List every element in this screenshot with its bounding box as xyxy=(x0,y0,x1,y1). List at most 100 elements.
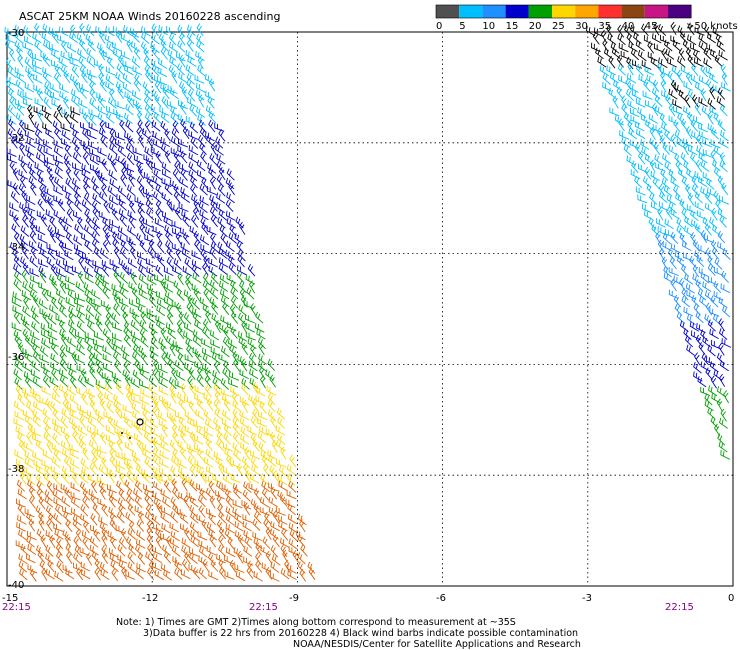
wind-barb xyxy=(234,563,245,573)
wind-barb xyxy=(257,418,268,428)
wind-barb xyxy=(168,376,177,390)
wind-barb xyxy=(18,553,28,565)
wind-barb xyxy=(167,84,178,94)
wind-barb xyxy=(65,167,72,181)
wind-barb xyxy=(127,267,138,278)
wind-barb xyxy=(700,272,710,284)
wind-barb xyxy=(13,255,22,268)
lon-label-3: -3 xyxy=(582,593,592,604)
wind-barb xyxy=(17,432,25,445)
wind-barb xyxy=(183,330,193,342)
wind-barb xyxy=(22,206,29,220)
wind-barb xyxy=(42,71,51,84)
wind-barb xyxy=(235,570,246,582)
wind-barb xyxy=(713,266,724,276)
wind-barb xyxy=(26,137,36,148)
wind-barb xyxy=(146,266,156,277)
wind-barb xyxy=(152,368,159,382)
legend-swatch xyxy=(482,5,506,18)
wind-barb xyxy=(250,344,257,358)
wind-barb xyxy=(26,150,35,163)
wind-barb xyxy=(100,135,108,148)
wind-barb xyxy=(143,431,152,444)
wind-barb xyxy=(62,529,72,541)
wind-barb xyxy=(178,311,185,325)
wind-barb xyxy=(168,33,177,46)
wind-barb xyxy=(24,415,34,427)
wind-barb xyxy=(118,537,127,550)
wind-barb xyxy=(278,514,288,525)
wind-barb xyxy=(297,534,306,547)
wind-barb xyxy=(101,533,108,547)
wind-barb xyxy=(700,88,707,102)
wind-barb xyxy=(153,398,160,412)
wind-barb xyxy=(144,88,153,101)
wind-barb xyxy=(650,170,660,181)
wind-barb xyxy=(105,74,115,86)
wind-barb xyxy=(245,314,255,324)
wind-barb xyxy=(701,352,710,366)
wind-barb xyxy=(108,97,117,109)
wind-barb xyxy=(53,424,62,437)
wind-barb xyxy=(676,225,685,238)
wind-barb xyxy=(643,79,651,92)
wind-barb xyxy=(287,563,297,574)
wind-barb xyxy=(687,192,695,206)
wind-barb xyxy=(117,554,128,564)
wind-barb xyxy=(39,353,50,364)
wind-barb xyxy=(13,417,24,428)
wind-barb xyxy=(210,346,221,357)
wind-barb xyxy=(131,89,142,101)
wind-barb xyxy=(30,369,41,380)
wind-barb xyxy=(644,99,655,110)
wind-barb xyxy=(4,39,14,52)
wind-barb xyxy=(32,409,41,421)
wind-barb xyxy=(649,126,656,140)
wind-barb xyxy=(40,329,51,340)
wind-barb xyxy=(99,431,107,445)
wind-barb xyxy=(19,175,27,189)
wind-barb xyxy=(29,289,38,302)
wind-barb xyxy=(225,210,236,221)
wind-barb xyxy=(75,248,85,260)
wind-barb xyxy=(109,88,116,102)
wind-barb xyxy=(252,408,260,422)
wind-barb xyxy=(160,327,167,341)
wind-barb xyxy=(210,232,217,246)
wind-barb xyxy=(626,155,636,166)
wind-barb xyxy=(17,514,27,525)
wind-barb xyxy=(155,199,163,213)
wind-barb xyxy=(127,135,135,149)
wind-barb xyxy=(248,482,259,493)
wind-barb xyxy=(116,480,125,493)
wind-barb xyxy=(53,483,63,494)
wind-barb xyxy=(65,232,74,245)
wind-barb xyxy=(82,143,91,156)
wind-barb xyxy=(712,159,721,172)
wind-barb xyxy=(27,70,34,84)
wind-barb xyxy=(115,131,126,141)
wind-barb xyxy=(13,279,22,292)
wind-barb xyxy=(125,391,133,405)
lon-label-12: -12 xyxy=(142,593,158,604)
wind-barb xyxy=(241,342,249,356)
wind-barb xyxy=(22,281,32,293)
wind-barb xyxy=(144,234,155,244)
wind-barb xyxy=(250,450,260,460)
wind-barb xyxy=(151,88,160,102)
wind-barb xyxy=(201,519,209,533)
wind-barb xyxy=(192,307,202,318)
wind-barb xyxy=(198,119,206,133)
wind-barb xyxy=(46,480,54,494)
wind-barb xyxy=(124,441,135,453)
wind-barb xyxy=(224,570,235,580)
wind-barb xyxy=(52,408,60,422)
wind-barb xyxy=(98,211,109,221)
wind-barb xyxy=(708,276,719,286)
wind-barb xyxy=(249,473,260,484)
wind-barb xyxy=(7,66,17,78)
wind-barb xyxy=(50,91,60,101)
legend-swatch xyxy=(668,5,692,18)
wind-barb xyxy=(280,568,290,580)
wind-barb xyxy=(191,250,202,260)
